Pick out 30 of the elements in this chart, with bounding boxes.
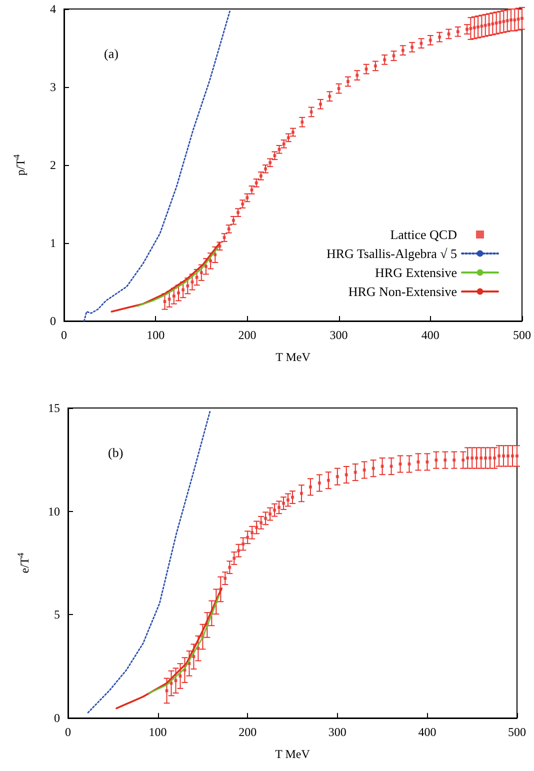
x-tick-label: 100 bbox=[148, 725, 167, 739]
x-tick-label: 400 bbox=[421, 328, 440, 342]
x-tick-label: 500 bbox=[508, 725, 526, 739]
legend-label: HRG Extensive bbox=[375, 265, 458, 280]
y-tick-label: 1 bbox=[50, 236, 56, 250]
y-axis-title: p/T4 bbox=[12, 154, 28, 176]
y-tick-label: 10 bbox=[48, 504, 60, 518]
y-axis-title: e/T4 bbox=[16, 552, 32, 574]
legend-label: HRG Non-Extensive bbox=[348, 284, 458, 299]
y-tick-label: 5 bbox=[54, 608, 60, 622]
annotation: (b) bbox=[108, 445, 124, 460]
x-tick-label: 200 bbox=[238, 328, 256, 342]
x-axis-title: T MeV bbox=[276, 350, 311, 364]
x-tick-label: 300 bbox=[328, 725, 346, 739]
y-tick-label: 15 bbox=[48, 401, 60, 415]
x-tick-label: 500 bbox=[513, 328, 531, 342]
x-tick-label: 200 bbox=[238, 725, 257, 739]
y-tick-label: 0 bbox=[50, 314, 56, 328]
annotation: (a) bbox=[104, 46, 118, 61]
y-tick-label: 4 bbox=[50, 2, 56, 16]
y-tick-label: 2 bbox=[50, 158, 56, 172]
legend-label: Lattice QCD bbox=[390, 227, 457, 242]
x-tick-label: 100 bbox=[146, 328, 165, 342]
x-tick-label: 400 bbox=[418, 725, 436, 739]
x-tick-label: 0 bbox=[65, 725, 71, 739]
y-tick-label: 3 bbox=[50, 80, 56, 94]
legend-label: HRG Tsallis-Algebra √ 5 bbox=[326, 246, 457, 261]
x-axis-title: T MeV bbox=[275, 747, 310, 761]
y-tick-label: 0 bbox=[54, 711, 60, 725]
x-tick-label: 300 bbox=[330, 328, 348, 342]
